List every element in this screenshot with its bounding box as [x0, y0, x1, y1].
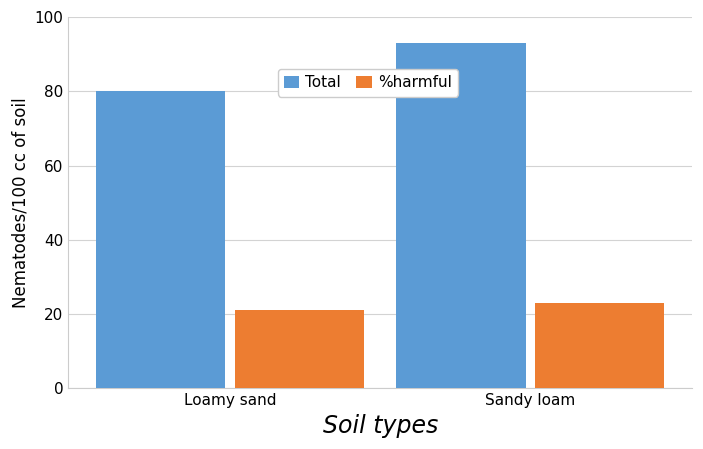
Legend: Total, %harmful: Total, %harmful — [278, 69, 458, 97]
Bar — [235, 311, 364, 388]
Y-axis label: Nematodes/100 cc of soil: Nematodes/100 cc of soil — [11, 97, 29, 308]
Bar — [535, 303, 664, 388]
X-axis label: Soil types: Soil types — [323, 414, 438, 438]
Bar — [396, 43, 526, 388]
Bar — [96, 92, 226, 388]
